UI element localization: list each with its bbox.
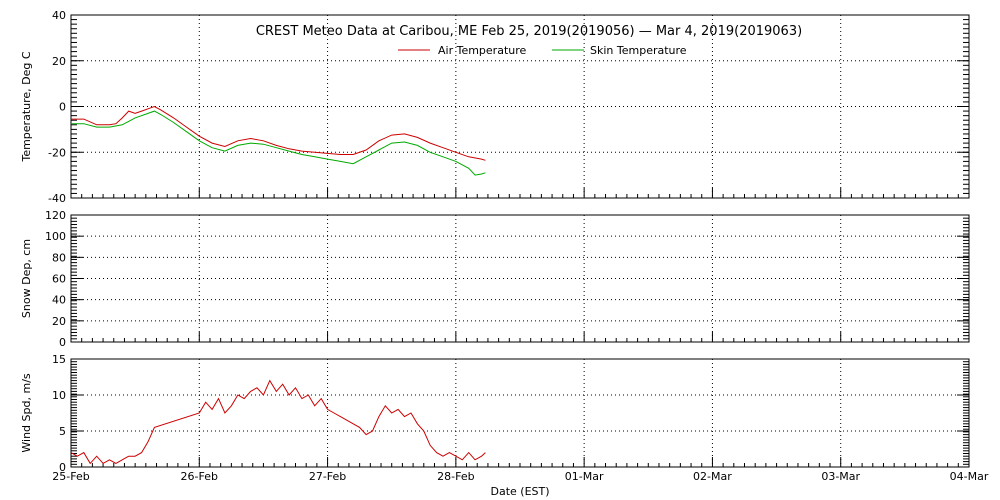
x-tick-label: 27-Feb [309,470,346,483]
wind-speed-y-tick-label: 5 [59,425,66,438]
x-tick-label: 28-Feb [437,470,474,483]
temperature-y-tick-label: 20 [52,55,66,68]
snow-depth-y-axis-label: Snow Dep, cm [20,239,33,318]
x-tick-label: 01-Mar [565,470,604,483]
x-tick-label: 26-Feb [181,470,218,483]
wind-speed-frame [70,358,970,468]
temperature-y-axis-label: Temperature, Deg C [20,51,33,162]
snow-depth-y-tick-label: 120 [45,209,66,222]
chart-title: CREST Meteo Data at Caribou, ME Feb 25, … [256,24,802,39]
legend-skin-temperature-label: Skin Temperature [590,44,687,57]
wind-speed-y-tick-label: 0 [59,461,66,474]
snow-depth-y-tick-label: 20 [52,315,66,328]
wind-speed-y-tick-label: 15 [52,353,66,366]
snow-depth-y-tick-label: 80 [52,251,66,264]
temperature-y-tick-label: 40 [52,9,66,22]
temperature-frame [70,14,970,199]
legend: Air Temperature Skin Temperature [398,44,687,57]
temperature-series-air-temperature [71,105,486,161]
snow-depth-y-tick-label: 60 [52,273,66,286]
wind-speed-y-tick-label: 10 [52,389,66,402]
temperature-y-tick-label: 0 [59,101,66,114]
x-tick-label: 02-Mar [693,470,732,483]
snow-depth-y-tick-label: 0 [59,336,66,349]
temperature-y-tick-label: -40 [48,192,66,205]
x-tick-label: 04-Mar [950,470,989,483]
x-tick-label: 25-Feb [52,470,89,483]
temperature-series-skin-temperature [71,110,486,176]
snow-depth-frame [70,214,970,343]
x-axis-label: Date (EST) [490,485,549,498]
snow-depth-y-tick-label: 40 [52,294,66,307]
x-tick-label: 03-Mar [821,470,860,483]
legend-air-temperature-label: Air Temperature [438,44,527,57]
snow-depth-y-tick-label: 100 [45,230,66,243]
wind-speed-y-axis-label: Wind Spd, m/s [20,373,33,453]
wind-speed-series-wind-speed [70,379,486,465]
temperature-y-tick-label: -20 [48,146,66,159]
